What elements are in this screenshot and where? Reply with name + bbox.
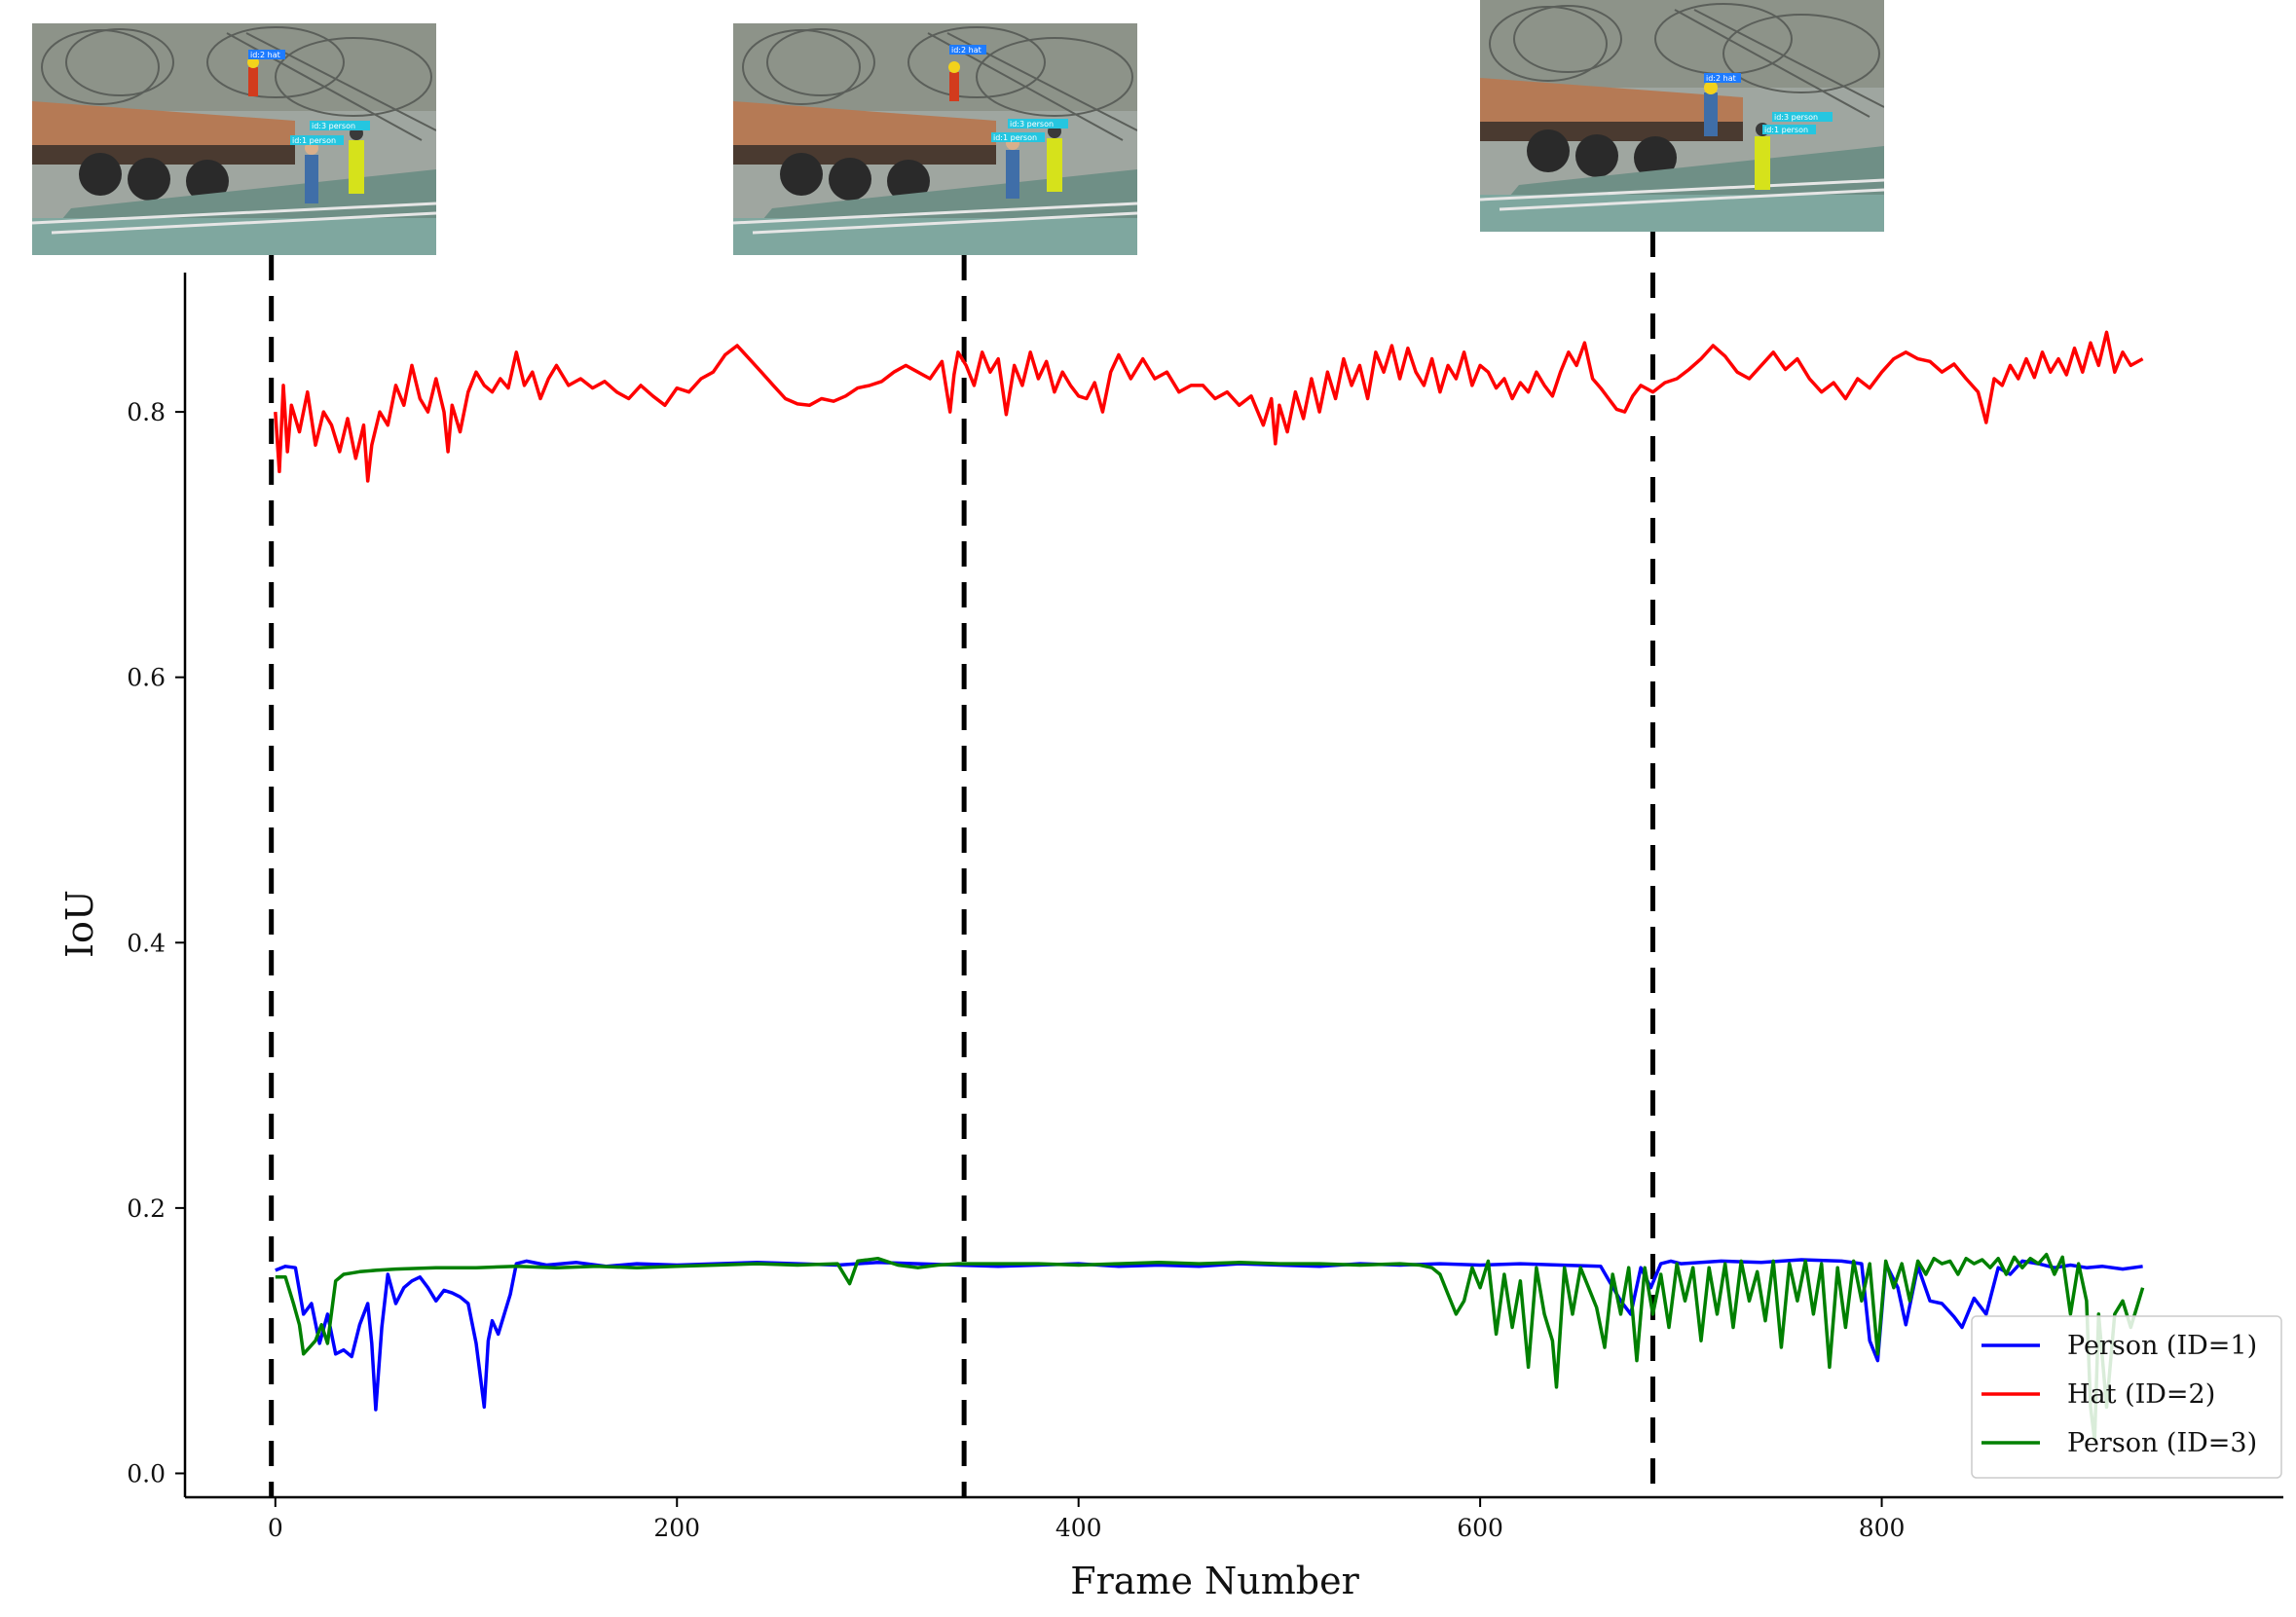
- y-axis-title: IoU: [58, 890, 101, 958]
- svg-text:id:1 person: id:1 person: [1764, 126, 1808, 134]
- svg-text:id:3 person: id:3 person: [312, 122, 355, 130]
- y-tick-label: 0.0: [127, 1459, 166, 1488]
- video-frame-thumbnail: id:2 hat id:3 person id:1 person: [32, 23, 436, 255]
- frame-markers: [269, 232, 1655, 1497]
- legend-label-hat-2: Hat (ID=2): [2067, 1379, 2215, 1410]
- svg-text:id:3 person: id:3 person: [1010, 120, 1054, 129]
- series-line-person-id-1: [275, 1258, 2143, 1412]
- x-tick-label: 200: [653, 1514, 700, 1542]
- svg-text:id:1 person: id:1 person: [292, 136, 336, 145]
- x-tick-label: 0: [268, 1514, 283, 1542]
- video-frame-thumbnail: id:2 hat id:3 person id:1 person: [1480, 0, 1884, 232]
- chart-legend: Person (ID=1) Hat (ID=2) Person (ID=3): [1971, 1315, 2282, 1479]
- x-tick-label: 600: [1457, 1514, 1503, 1542]
- chart-axes: [183, 273, 2283, 1499]
- y-tick-label: 0.2: [127, 1194, 166, 1223]
- y-tick-label: 0.6: [127, 664, 166, 692]
- y-tick-label: 0.4: [127, 929, 166, 957]
- svg-text:id:2 hat: id:2 hat: [951, 46, 981, 55]
- x-tick-label: 400: [1055, 1514, 1102, 1542]
- svg-text:id:3 person: id:3 person: [1774, 113, 1818, 122]
- y-tick-label: 0.8: [127, 398, 166, 426]
- series-lines: [274, 330, 2145, 1443]
- series-line-person-id-3: [275, 1252, 2145, 1443]
- x-axis-title: Frame Number: [1070, 1560, 1359, 1602]
- x-tick-label: 800: [1859, 1514, 1906, 1542]
- y-axis-ticks: 0.0 0.2 0.4 0.6 0.8: [127, 398, 185, 1488]
- x-axis-ticks: 0 200 400 600 800: [268, 1497, 1906, 1542]
- svg-text:id:2 hat: id:2 hat: [1706, 74, 1736, 83]
- series-line-hat-id-2: [274, 330, 2144, 483]
- legend-label-person-1: Person (ID=1): [2067, 1331, 2257, 1361]
- legend-box: [1971, 1315, 2282, 1479]
- svg-text:id:1 person: id:1 person: [993, 133, 1037, 142]
- svg-text:id:2 hat: id:2 hat: [250, 51, 280, 59]
- legend-label-person-3: Person (ID=3): [2067, 1428, 2257, 1458]
- video-frame-thumbnail: id:2 hat id:3 person id:1 person: [733, 23, 1137, 255]
